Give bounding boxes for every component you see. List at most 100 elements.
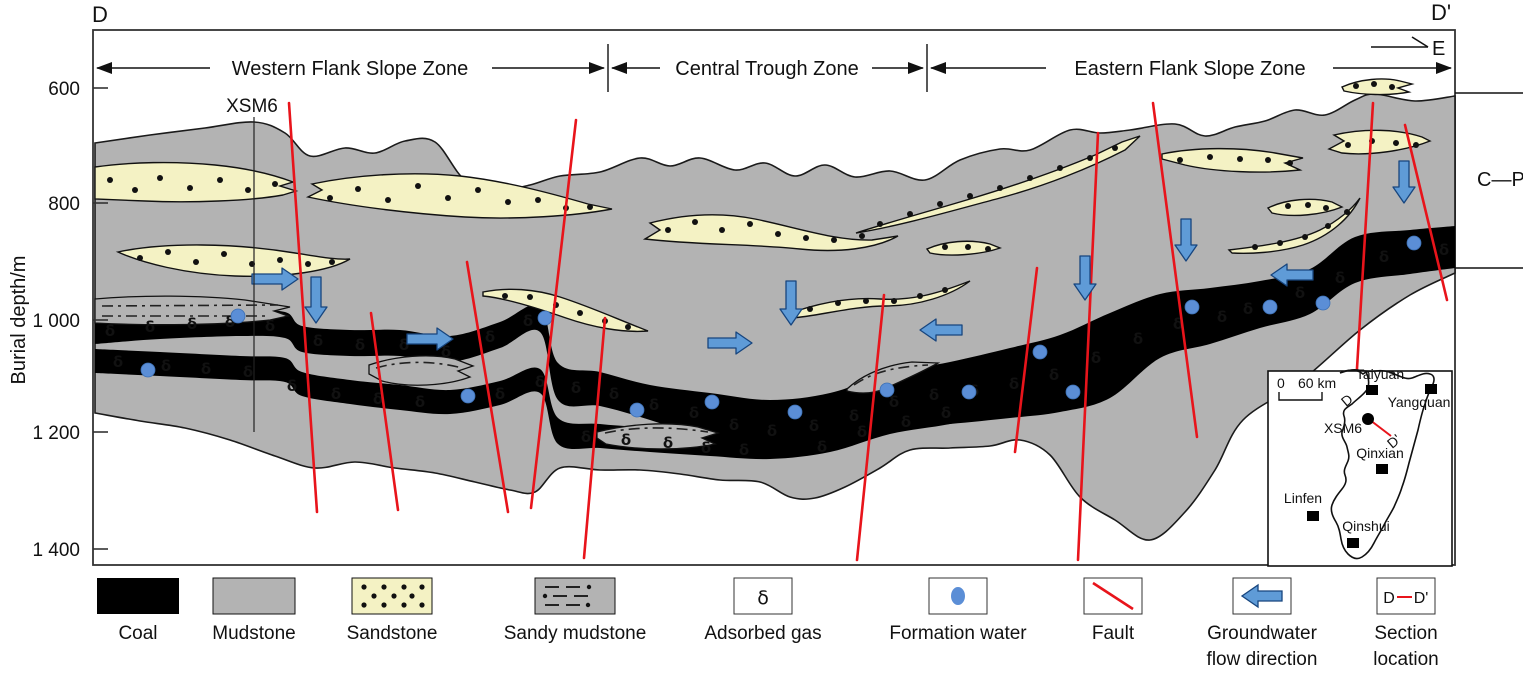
gas-symbol: δ xyxy=(1439,241,1449,259)
fault-line xyxy=(1151,101,1199,439)
sandstone-dot xyxy=(863,298,869,304)
sandy-mudstone-dashdot xyxy=(101,304,279,307)
gas-symbol: δ xyxy=(739,441,749,459)
water-dot xyxy=(1315,295,1331,311)
sandstone-dot xyxy=(859,233,865,239)
flow-arrow-down xyxy=(1073,255,1097,301)
water-dot xyxy=(704,394,720,410)
tick-800: 800 xyxy=(48,194,80,215)
legend-item-fault: Fault xyxy=(1083,577,1143,644)
sandstone-dot xyxy=(217,177,223,183)
sandstone-dot xyxy=(942,287,948,293)
fault-line xyxy=(1076,131,1100,562)
gas-symbol: δ xyxy=(535,373,545,391)
gas-symbol: δ xyxy=(729,416,739,434)
map-city-label: Yangquan xyxy=(1388,394,1451,410)
gas-symbol: δ xyxy=(609,385,619,403)
sandstone-dot xyxy=(505,199,511,205)
formation-water-dot xyxy=(951,587,965,605)
sandstone-dot xyxy=(132,187,138,193)
gas-symbol: δ xyxy=(767,422,777,440)
sandstone-dot xyxy=(475,187,481,193)
axis-title: Burial depth/m xyxy=(8,256,30,385)
gas-symbol: δ xyxy=(523,312,533,330)
gas-symbol: δ xyxy=(313,332,323,350)
fault-line xyxy=(529,118,578,510)
gas-symbol: δ xyxy=(817,438,827,456)
sandstone-dot xyxy=(1027,175,1033,181)
legend-item-groundwater-flow: Groundwater flow direction xyxy=(1207,577,1318,670)
sandstone-dot xyxy=(937,201,943,207)
sandstone-dot xyxy=(1285,203,1291,209)
sandstone-dot xyxy=(272,181,278,187)
sandstone-dot xyxy=(305,261,311,267)
well-label-xsm6: XSM6 xyxy=(226,96,278,117)
sandy-mudstone-dashdot xyxy=(604,427,709,434)
sandstone-lens xyxy=(1341,78,1415,96)
water-dot xyxy=(1406,235,1422,251)
scalebar-bracket xyxy=(1278,392,1323,401)
sandstone-dot xyxy=(327,195,333,201)
sandstone-dot xyxy=(415,183,421,189)
gas-symbol: δ xyxy=(1133,330,1143,348)
sandstone-dot xyxy=(1393,140,1399,146)
gas-symbol: δ xyxy=(1379,248,1389,266)
sandy-mudstone-swatch-pattern xyxy=(545,586,588,606)
sandstone-dot xyxy=(1344,209,1350,215)
gas-symbol: δ xyxy=(113,353,123,371)
map-city-square xyxy=(1307,511,1319,521)
gas-symbol: δ xyxy=(889,393,899,411)
sandy-mudstone-lens xyxy=(368,355,475,386)
gas-symbol: δ xyxy=(105,322,115,340)
flow-arrow-right xyxy=(707,331,753,355)
legend: Coal Mudstone Sandstone Sa xyxy=(97,577,1439,670)
sandstone-dot xyxy=(747,221,753,227)
gas-symbol: δ xyxy=(1217,308,1227,326)
sandstone-dot xyxy=(997,185,1003,191)
sandstone-dot xyxy=(1325,223,1331,229)
flow-arrow-down xyxy=(304,276,328,324)
sandstone-dot xyxy=(245,187,251,193)
legend-label-adsorbed-gas: Adsorbed gas xyxy=(704,623,821,644)
legend-item-sandstone: Sandstone xyxy=(347,577,437,644)
sandstone-dot xyxy=(587,204,593,210)
sandstone-dot xyxy=(877,221,883,227)
map-city-square xyxy=(1366,385,1378,395)
water-dot xyxy=(787,404,803,420)
gas-symbol: δ xyxy=(441,343,451,361)
east-direction-arrow xyxy=(1371,36,1429,48)
map-cities: Taiyuan Yangquan XSM6 Qinxian Linfen Qinshui xyxy=(1284,366,1450,548)
gas-symbol: δ xyxy=(849,407,859,425)
map-well-dot xyxy=(1362,413,1374,425)
sandstone-dot xyxy=(1265,157,1271,163)
coal-seams xyxy=(95,226,1455,460)
sandstone-dot xyxy=(1287,160,1293,166)
fault-symbol xyxy=(1092,581,1134,611)
legend-label-location: location xyxy=(1373,649,1439,670)
water-dot xyxy=(460,388,476,404)
sandstone-lens xyxy=(1266,198,1344,217)
map-city-square xyxy=(1376,464,1388,474)
depth-axis-ticks xyxy=(93,87,108,550)
flow-arrow-left xyxy=(1270,263,1314,287)
formation-water-dots xyxy=(140,235,1422,420)
sandstone-dot xyxy=(665,227,671,233)
sandstone-lens xyxy=(855,135,1141,234)
water-dot xyxy=(961,384,977,400)
sandstone-dot xyxy=(221,251,227,257)
fault-line xyxy=(287,101,319,514)
sandstone-dot xyxy=(907,211,913,217)
sandstone-dot xyxy=(527,294,533,300)
gas-symbol: δ xyxy=(201,360,211,378)
legend-item-adsorbed-gas: δ Adsorbed gas xyxy=(704,577,822,644)
gas-symbol: δ xyxy=(331,385,341,403)
basin-outline xyxy=(1330,368,1435,560)
sandstone-dot xyxy=(807,306,813,312)
flow-arrow-right xyxy=(251,267,299,291)
gas-symbol: δ xyxy=(1049,366,1059,384)
gas-symbol: δ xyxy=(689,404,699,422)
fault-line xyxy=(582,316,607,560)
water-dot xyxy=(629,402,645,418)
